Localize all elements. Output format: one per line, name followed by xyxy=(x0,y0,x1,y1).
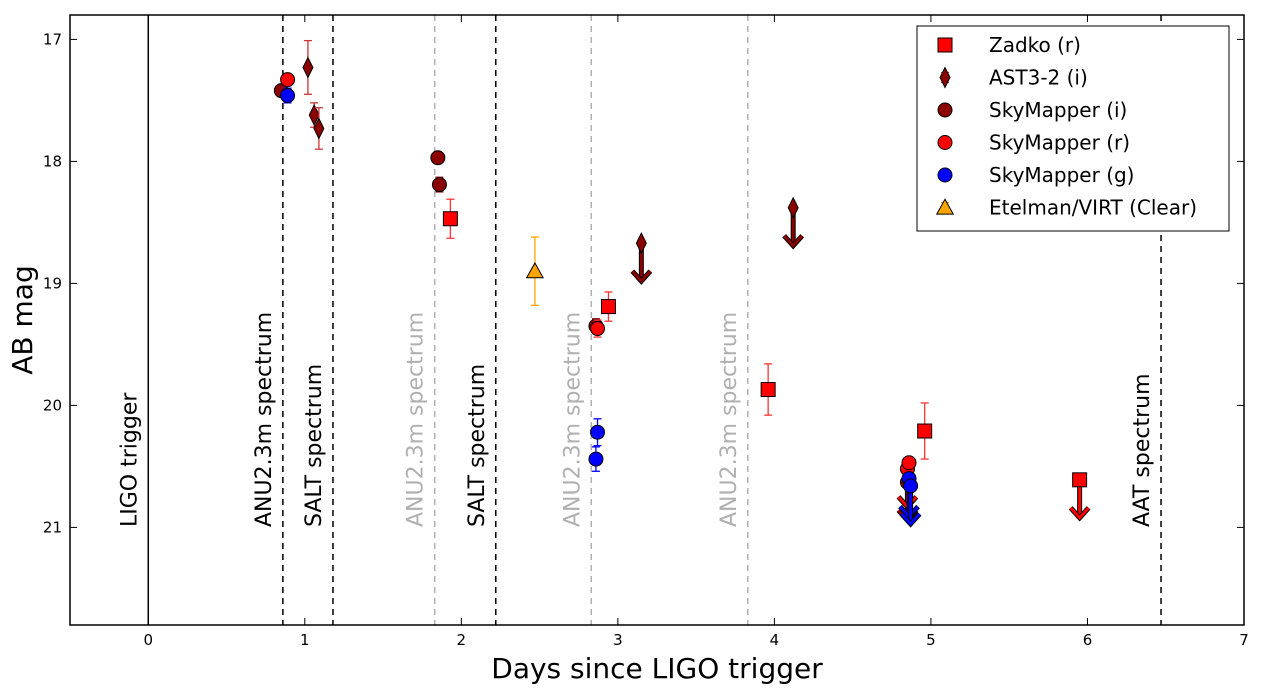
upper-limit-arrow-head xyxy=(1069,506,1090,521)
axes-layer: 0 1 2 3 4 5 6 7 17 18 19 20 21 xyxy=(43,15,1249,649)
series-0 xyxy=(442,198,1091,522)
data-point xyxy=(600,299,616,315)
vertical-line-label: ANU2.3m spectrum xyxy=(717,312,742,527)
legend-label: SkyMapper (i) xyxy=(989,98,1127,122)
data-points-layer xyxy=(273,39,1091,528)
vertical-line-label: ANU2.3m spectrum xyxy=(252,312,277,527)
upper-limit-marker xyxy=(1072,472,1088,488)
data-point xyxy=(313,117,325,140)
legend-label: Etelman/VIRT (Clear) xyxy=(989,196,1197,220)
upper-limit-marker xyxy=(635,232,647,255)
vertical-line-label: SALT spectrum xyxy=(302,364,327,527)
upper-limit-marker xyxy=(903,478,919,494)
series-4 xyxy=(280,87,922,528)
data-point xyxy=(901,455,917,471)
x-axis-label: Days since LIGO trigger xyxy=(491,652,823,685)
data-point xyxy=(590,424,606,440)
data-point xyxy=(302,56,314,79)
plot-frame xyxy=(69,14,1245,626)
series-5 xyxy=(525,236,545,307)
legend-marker xyxy=(937,167,953,183)
x-tick-label: 7 xyxy=(1239,631,1249,649)
x-tick-label: 6 xyxy=(1083,631,1093,649)
series-1 xyxy=(302,39,805,285)
vertical-line-label: ANU2.3m spectrum xyxy=(560,312,585,527)
x-tick-label: 5 xyxy=(926,631,936,649)
data-point xyxy=(280,88,296,104)
x-tick-label: 1 xyxy=(300,631,310,649)
x-tick-label: 3 xyxy=(613,631,623,649)
vertical-line-label: LIGO trigger xyxy=(117,392,142,527)
data-point xyxy=(590,321,606,337)
y-tick-label: 18 xyxy=(43,152,62,170)
vertical-line-label: ANU2.3m spectrum xyxy=(404,312,429,527)
x-tick-label: 4 xyxy=(770,631,780,649)
y-tick-label: 21 xyxy=(43,518,62,536)
legend: Zadko (r) AST3-2 (i) SkyMapper (i) SkyMappe… xyxy=(916,25,1230,232)
vertical-lines-layer: LIGO trigger ANU2.3m spectrum SALT spectru… xyxy=(117,15,1162,625)
legend-label: SkyMapper (r) xyxy=(989,131,1130,155)
y-tick-label: 17 xyxy=(43,30,62,48)
x-tick-label: 0 xyxy=(143,631,153,649)
legend-entry: Etelman/VIRT (Clear) xyxy=(935,196,1197,220)
y-tick-label: 19 xyxy=(43,274,62,292)
data-point xyxy=(430,150,446,166)
data-point xyxy=(442,211,458,227)
series-3 xyxy=(280,72,919,511)
legend-label: AST3-2 (i) xyxy=(989,66,1088,90)
legend-entry: SkyMapper (i) xyxy=(937,98,1127,122)
data-point xyxy=(280,72,296,88)
vertical-line-label: SALT spectrum xyxy=(465,364,490,527)
legend-marker xyxy=(937,135,953,150)
legend-label: SkyMapper (g) xyxy=(989,163,1135,187)
y-axis-label: AB mag xyxy=(6,265,39,374)
upper-limit-arrow-head xyxy=(900,512,921,527)
legend-marker xyxy=(939,66,951,89)
legend-entry: AST3-2 (i) xyxy=(939,66,1088,90)
legend-box xyxy=(916,25,1230,232)
legend-entry: Zadko (r) xyxy=(937,33,1081,57)
legend-marker xyxy=(935,198,955,215)
data-point xyxy=(308,103,320,127)
legend-entry: SkyMapper (r) xyxy=(937,131,1130,155)
legend-entry: SkyMapper (g) xyxy=(937,163,1135,187)
data-point xyxy=(588,451,604,467)
upper-limit-arrow-head xyxy=(631,270,652,284)
legend-marker xyxy=(937,37,953,53)
legend-label: Zadko (r) xyxy=(989,33,1081,57)
vertical-line-label: AAT spectrum xyxy=(1130,373,1155,527)
data-point xyxy=(917,423,933,439)
upper-limit-marker xyxy=(787,196,799,219)
x-tick-label: 2 xyxy=(457,631,467,649)
legend-marker xyxy=(937,102,953,118)
data-point xyxy=(525,261,545,279)
upper-limit-arrow-head xyxy=(783,234,804,249)
data-point xyxy=(431,177,447,193)
data-point xyxy=(760,382,776,398)
y-tick-label: 20 xyxy=(43,396,62,414)
